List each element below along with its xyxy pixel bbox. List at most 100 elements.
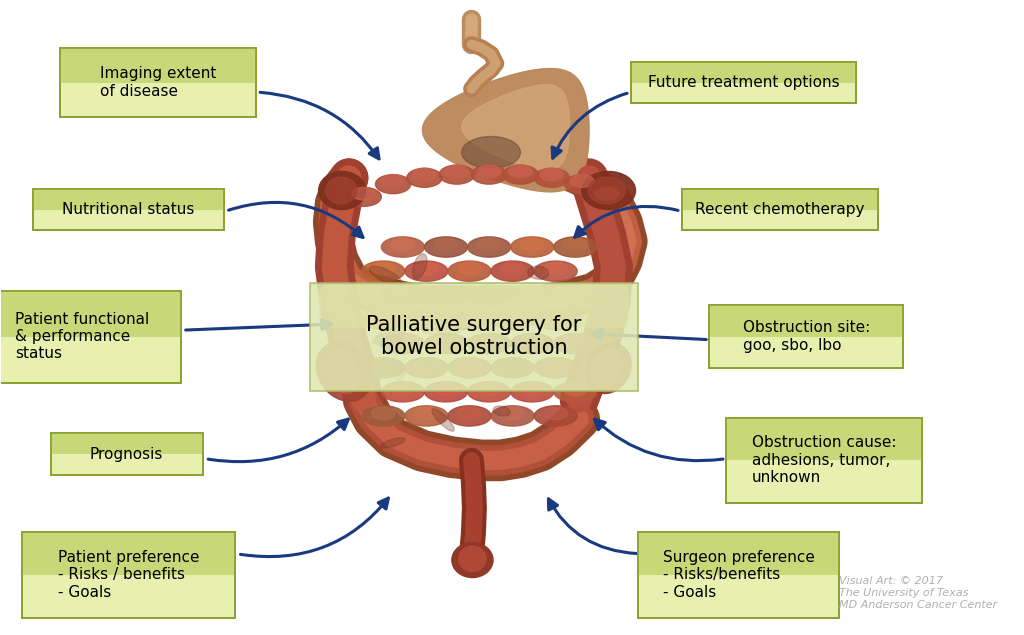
FancyBboxPatch shape <box>631 62 856 83</box>
Ellipse shape <box>588 177 626 204</box>
Polygon shape <box>468 333 511 354</box>
Polygon shape <box>554 237 597 257</box>
Polygon shape <box>361 309 404 330</box>
Polygon shape <box>563 335 587 347</box>
Polygon shape <box>544 407 567 420</box>
Text: Imaging extent
of disease: Imaging extent of disease <box>99 66 216 99</box>
Text: Obstruction site:
goo, sbo, lbo: Obstruction site: goo, sbo, lbo <box>742 320 870 353</box>
Ellipse shape <box>316 342 372 401</box>
Polygon shape <box>563 383 587 396</box>
Ellipse shape <box>372 331 404 345</box>
FancyBboxPatch shape <box>319 286 628 327</box>
Ellipse shape <box>471 165 507 184</box>
Ellipse shape <box>437 314 472 335</box>
Polygon shape <box>477 238 501 251</box>
Ellipse shape <box>570 175 594 187</box>
Polygon shape <box>404 309 447 330</box>
Text: Obstruction cause:
adhesions, tumor,
unknown: Obstruction cause: adhesions, tumor, unk… <box>752 436 896 485</box>
Polygon shape <box>554 285 597 305</box>
Polygon shape <box>425 285 468 305</box>
Ellipse shape <box>392 362 404 380</box>
Polygon shape <box>535 261 578 281</box>
FancyBboxPatch shape <box>638 532 840 617</box>
FancyBboxPatch shape <box>0 291 180 382</box>
Ellipse shape <box>592 349 622 387</box>
FancyBboxPatch shape <box>33 189 224 230</box>
Ellipse shape <box>445 165 469 178</box>
Ellipse shape <box>527 266 549 279</box>
Text: Patient functional
& performance
status: Patient functional & performance status <box>15 312 150 361</box>
Ellipse shape <box>557 311 584 330</box>
Ellipse shape <box>595 187 618 200</box>
Polygon shape <box>462 84 569 170</box>
Polygon shape <box>458 407 481 420</box>
Polygon shape <box>520 383 544 396</box>
Polygon shape <box>381 333 424 354</box>
Text: Recent chemotherapy: Recent chemotherapy <box>695 202 864 217</box>
Ellipse shape <box>477 165 501 178</box>
Polygon shape <box>501 359 524 371</box>
Polygon shape <box>468 237 511 257</box>
Polygon shape <box>434 335 458 347</box>
Ellipse shape <box>582 171 636 210</box>
Ellipse shape <box>535 168 569 187</box>
Polygon shape <box>554 333 597 354</box>
Polygon shape <box>415 311 438 323</box>
Polygon shape <box>423 69 589 192</box>
Polygon shape <box>391 383 415 396</box>
Ellipse shape <box>376 326 406 347</box>
Ellipse shape <box>540 168 563 181</box>
Polygon shape <box>511 285 554 305</box>
Text: Visual Art: © 2017
The University of Texas
MD Anderson Cancer Center: Visual Art: © 2017 The University of Tex… <box>839 577 997 610</box>
Ellipse shape <box>503 165 538 184</box>
Polygon shape <box>492 309 535 330</box>
Polygon shape <box>415 359 438 371</box>
Polygon shape <box>372 359 395 371</box>
Polygon shape <box>391 286 415 299</box>
Polygon shape <box>520 286 544 299</box>
Polygon shape <box>434 383 458 396</box>
Polygon shape <box>361 358 404 378</box>
Ellipse shape <box>462 137 520 168</box>
Polygon shape <box>425 237 468 257</box>
Ellipse shape <box>494 406 510 416</box>
Polygon shape <box>425 333 468 354</box>
Ellipse shape <box>586 343 631 394</box>
Polygon shape <box>554 382 597 402</box>
Polygon shape <box>391 335 415 347</box>
Polygon shape <box>492 261 535 281</box>
Polygon shape <box>520 335 544 347</box>
Polygon shape <box>458 359 481 371</box>
Ellipse shape <box>432 409 455 431</box>
Ellipse shape <box>439 165 474 184</box>
Ellipse shape <box>318 171 366 210</box>
Polygon shape <box>458 262 481 275</box>
FancyBboxPatch shape <box>0 291 180 337</box>
Text: Prognosis: Prognosis <box>90 446 164 462</box>
Polygon shape <box>434 286 458 299</box>
Polygon shape <box>381 382 424 402</box>
Polygon shape <box>423 69 589 192</box>
Polygon shape <box>535 358 578 378</box>
Polygon shape <box>391 238 415 251</box>
Text: Nutritional status: Nutritional status <box>62 202 195 217</box>
Polygon shape <box>361 261 404 281</box>
Ellipse shape <box>413 168 436 181</box>
Polygon shape <box>468 285 511 305</box>
FancyBboxPatch shape <box>33 189 224 210</box>
Polygon shape <box>404 358 447 378</box>
Ellipse shape <box>326 177 356 204</box>
Polygon shape <box>469 19 473 44</box>
FancyBboxPatch shape <box>710 305 903 368</box>
Polygon shape <box>511 237 554 257</box>
Ellipse shape <box>352 187 376 200</box>
Polygon shape <box>449 261 492 281</box>
FancyBboxPatch shape <box>60 48 256 83</box>
Ellipse shape <box>381 438 404 448</box>
Polygon shape <box>415 262 438 275</box>
Ellipse shape <box>346 187 381 206</box>
Polygon shape <box>468 382 511 402</box>
Text: Palliative surgery for
bowel obstruction: Palliative surgery for bowel obstruction <box>367 315 582 358</box>
Polygon shape <box>492 358 535 378</box>
FancyBboxPatch shape <box>631 62 856 103</box>
